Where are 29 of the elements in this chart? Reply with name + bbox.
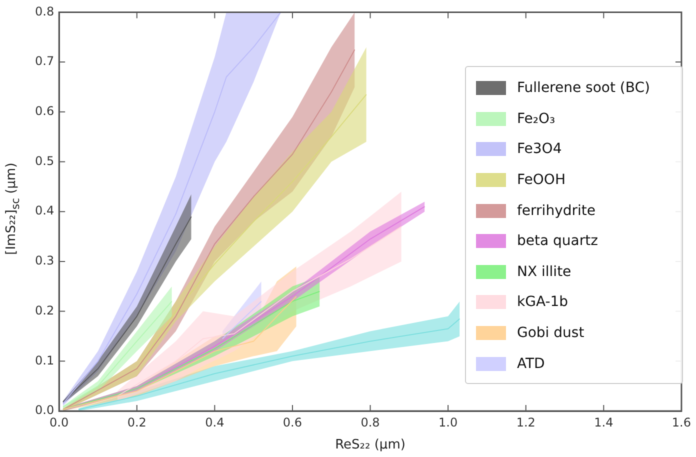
legend-label: beta quartz [517,233,598,250]
x-tick-label: 0.0 [50,415,69,430]
legend-label: Gobi dust [517,325,584,342]
x-tick-label: 1.2 [516,415,536,430]
x-tick-label: 1.6 [672,415,692,430]
legend-label: Fullerene soot (BC) [517,80,650,96]
y-tick-label: 0.6 [34,104,54,118]
y-tick-label: 0.1 [34,353,54,368]
legend-label: Fe3O4 [517,141,562,158]
y-tick-label: 0.4 [34,204,54,218]
legend-label: Fe₂O₃ [517,110,556,127]
x-tick-label: 0.2 [127,415,146,430]
y-tick-label: 0.0 [34,403,54,418]
legend-label: ferrihydrite [517,202,596,219]
legend-label: NX illite [517,264,572,280]
y-tick-label: 0.7 [34,54,54,68]
legend-label: kGA-1b [517,294,568,310]
y-tick-label: 0.8 [34,4,54,18]
x-tick-label: 0.6 [282,415,302,430]
x-axis-title: ReS₂₂ (μm) [335,438,406,453]
x-tick-label: 0.8 [360,415,380,430]
y-tick-label: 0.2 [34,303,54,318]
y-tick-label: 0.3 [34,254,54,268]
legend-label: ATD [517,356,545,372]
x-tick-label: 0.4 [205,415,224,430]
legend-label: FeOOH [517,172,566,188]
y-tick-label: 0.5 [34,154,54,168]
x-tick-label: 1.0 [438,415,458,430]
x-tick-label: 1.4 [594,415,614,430]
